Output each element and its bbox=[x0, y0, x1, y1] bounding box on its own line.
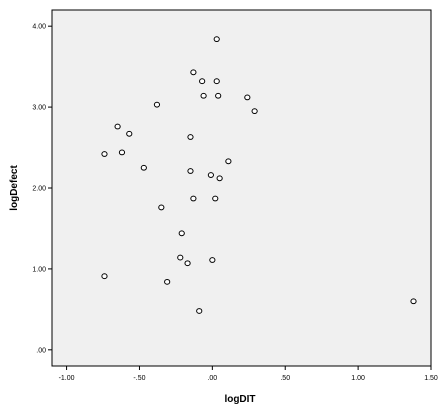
y-tick-label: 4.00 bbox=[32, 24, 46, 31]
data-point bbox=[190, 195, 197, 202]
data-point bbox=[196, 308, 203, 314]
data-point bbox=[200, 92, 207, 99]
x-tick-label: -1.00 bbox=[59, 375, 75, 382]
data-point bbox=[140, 164, 147, 171]
data-point bbox=[153, 101, 161, 108]
data-point bbox=[244, 94, 251, 101]
x-tick-label: .50 bbox=[280, 375, 290, 382]
x-tick-label: -.50 bbox=[133, 375, 145, 382]
x-tick-label: 1.50 bbox=[424, 375, 438, 382]
y-axis-title: logDefect bbox=[9, 165, 20, 211]
data-point bbox=[410, 298, 417, 305]
data-point bbox=[207, 172, 214, 178]
scatter-points bbox=[101, 36, 417, 314]
data-point bbox=[251, 108, 258, 115]
data-point bbox=[126, 130, 133, 137]
data-point bbox=[101, 273, 108, 280]
y-tick-label: .00 bbox=[36, 347, 46, 354]
data-point bbox=[118, 149, 126, 156]
data-point bbox=[213, 36, 220, 43]
data-point bbox=[114, 123, 121, 130]
y-tick-label: 1.00 bbox=[32, 266, 46, 273]
data-point bbox=[164, 278, 171, 285]
y-tick-label: 3.00 bbox=[32, 105, 46, 112]
y-tick-label: 2.00 bbox=[32, 186, 46, 193]
data-point bbox=[213, 78, 220, 85]
data-point bbox=[212, 195, 219, 202]
data-point bbox=[184, 260, 191, 267]
data-point bbox=[178, 230, 185, 237]
x-axis-title: logDIT bbox=[224, 394, 255, 405]
data-point bbox=[199, 78, 206, 85]
data-point bbox=[158, 204, 165, 211]
data-point bbox=[190, 69, 197, 76]
data-point bbox=[177, 254, 184, 261]
data-point bbox=[215, 92, 222, 99]
data-point bbox=[209, 257, 216, 263]
data-point bbox=[216, 175, 223, 182]
data-point bbox=[187, 134, 194, 140]
x-tick-label: .00 bbox=[207, 375, 217, 382]
data-point bbox=[225, 158, 232, 165]
x-axis: -1.00 -.50 .00 .50 1.00 1.50 bbox=[59, 366, 438, 382]
x-tick-label: 1.00 bbox=[351, 375, 365, 382]
y-axis: .00 1.00 2.00 3.00 4.00 bbox=[32, 24, 52, 354]
data-point bbox=[187, 168, 194, 174]
data-point bbox=[101, 151, 108, 157]
plot-area bbox=[51, 9, 432, 367]
